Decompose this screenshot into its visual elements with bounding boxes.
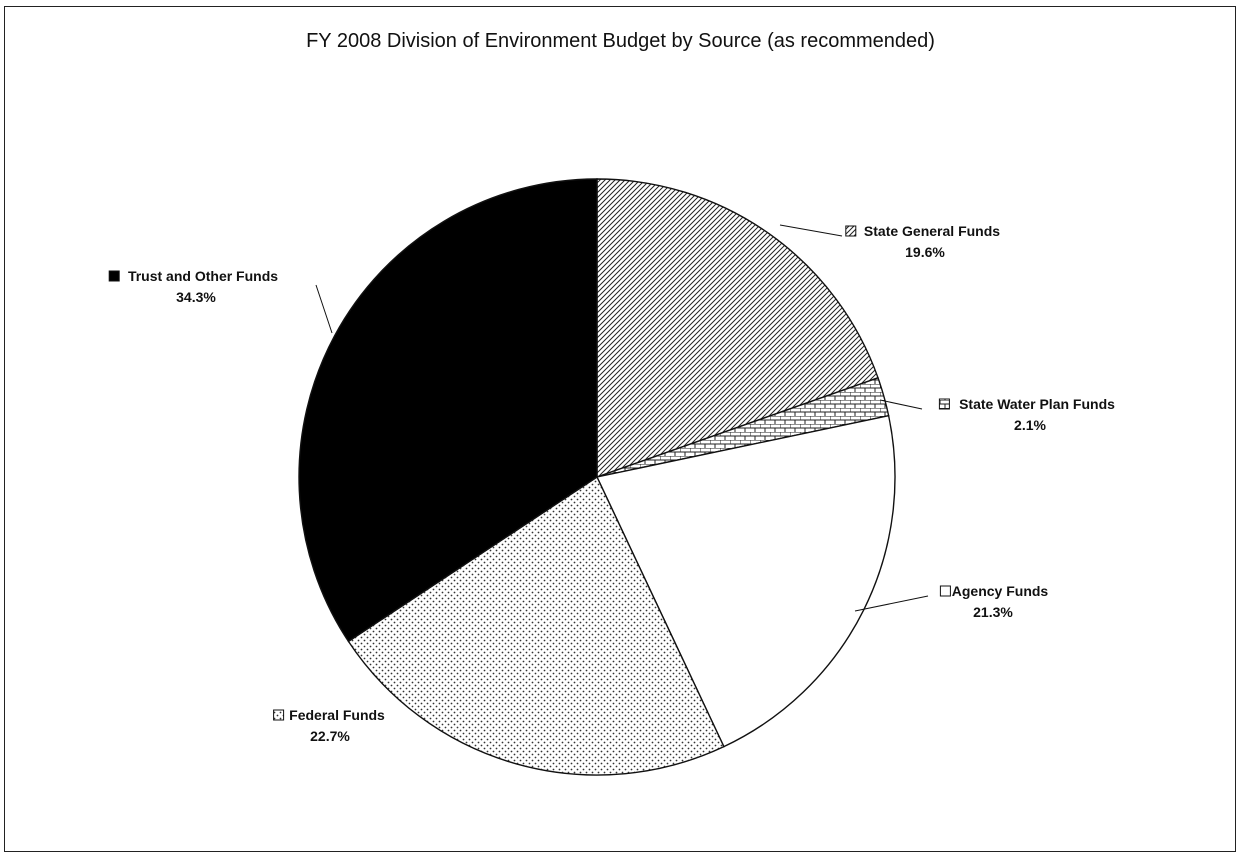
slice-percent-federal-funds: 22.7%: [310, 728, 350, 744]
leader-lines: [315, 224, 929, 612]
slice-percent-state-water-plan-funds: 2.1%: [1014, 417, 1046, 433]
slice-swatch-state-water-plan-funds: [938, 398, 950, 410]
pie-slice-federal-funds: [347, 475, 725, 776]
slice-name-state-water-plan-funds: State Water Plan Funds: [959, 396, 1115, 412]
leader-line-state-general-funds: [779, 224, 843, 237]
leader-line-trust-and-other-funds: [315, 284, 333, 334]
slice-swatch-agency-funds: [939, 585, 951, 597]
slice-name-trust-and-other-funds: Trust and Other Funds: [128, 268, 278, 284]
slice-percent-state-general-funds: 19.6%: [905, 244, 945, 260]
leader-line-agency-funds: [854, 595, 929, 612]
pie-slices: [298, 178, 896, 776]
slice-swatch-trust-and-other-funds: [108, 270, 120, 282]
slice-swatch-federal-funds: [273, 709, 285, 721]
leader-line-state-water-plan-funds: [879, 399, 923, 410]
slice-percent-trust-and-other-funds: 34.3%: [176, 289, 216, 305]
pie-slice-trust-and-other-funds: [298, 178, 598, 643]
slice-name-agency-funds: Agency Funds: [952, 583, 1049, 599]
slice-swatch-state-general-funds: [845, 225, 857, 237]
slice-name-state-general-funds: State General Funds: [864, 223, 1000, 239]
chart-title: FY 2008 Division of Environment Budget b…: [306, 30, 935, 52]
data-labels: State General Funds 19.6% State Water Plan…: [108, 223, 1115, 744]
pie-slice-agency-funds: [595, 414, 896, 748]
slice-name-federal-funds: Federal Funds: [289, 707, 385, 723]
slice-percent-agency-funds: 21.3%: [973, 604, 1013, 620]
